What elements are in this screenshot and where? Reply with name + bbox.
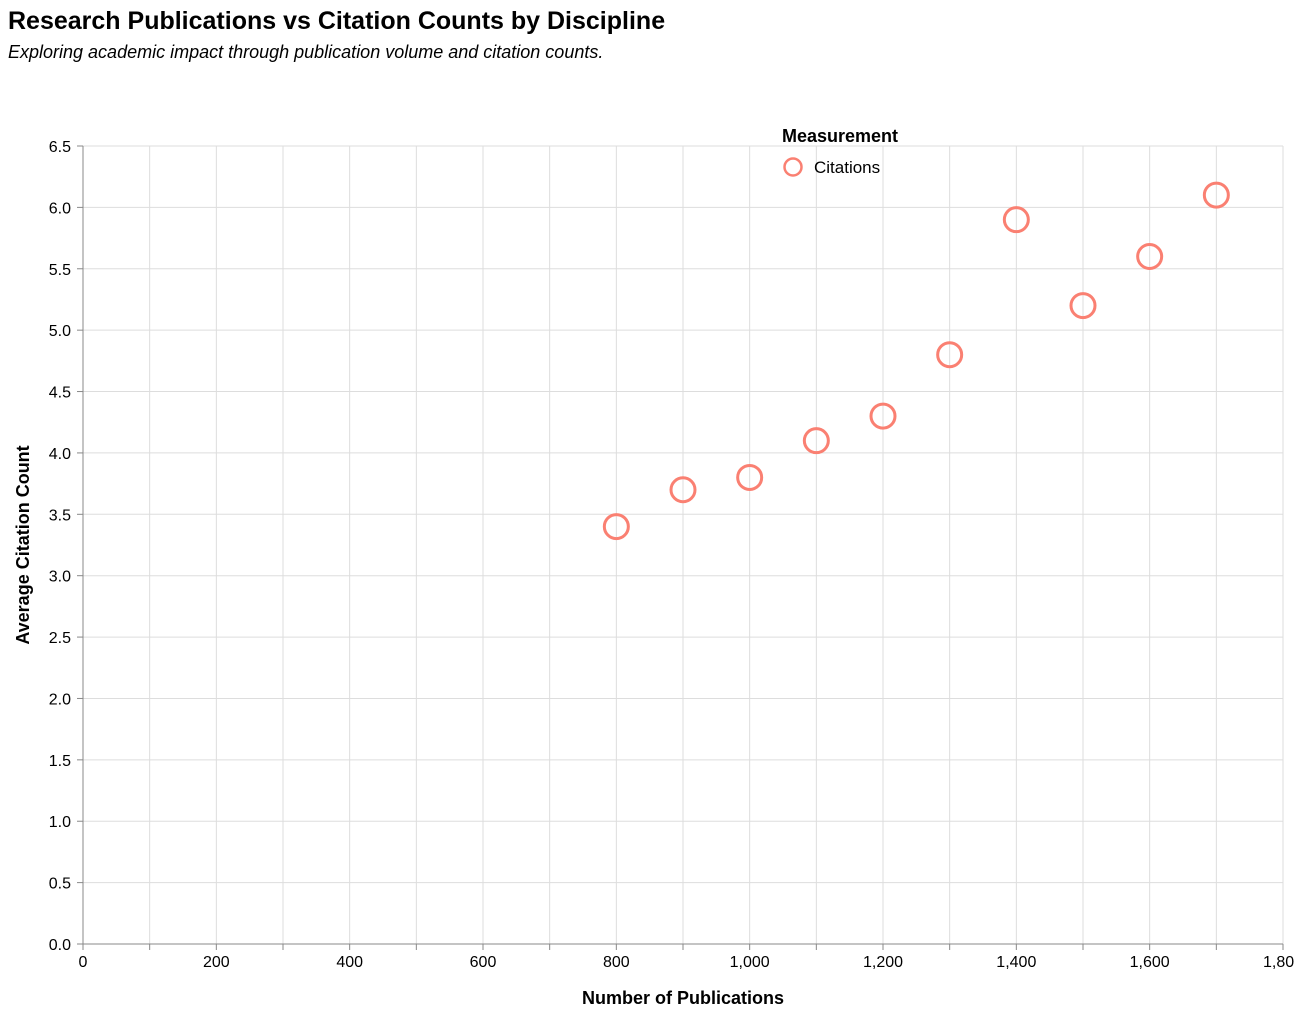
y-tick-label: 2.5 (49, 630, 71, 647)
x-tick-label: 600 (470, 954, 497, 971)
axes: 0 200 400 600 800 1,000 1,200 1,400 1,600 1,800 0.… (49, 139, 1294, 971)
y-tick-label: 5.0 (49, 323, 71, 340)
y-tick-label: 5.5 (49, 262, 71, 279)
x-tick-label: 1,400 (996, 954, 1036, 971)
x-tick-label: 1,600 (1130, 954, 1170, 971)
legend: Measurement Citations (782, 126, 898, 177)
chart-title: Research Publications vs Citation Counts… (8, 7, 666, 35)
grid (82, 145, 1284, 945)
legend-swatch-citations (783, 157, 803, 177)
data-point (1069, 292, 1097, 320)
data-point (669, 476, 697, 504)
y-tick-label: 1.0 (49, 814, 71, 831)
data-point (936, 341, 964, 369)
data-point (1202, 181, 1230, 209)
y-tick-label: 2.0 (49, 691, 71, 708)
x-tick-label: 1,000 (730, 954, 770, 971)
y-tick-label: 3.5 (49, 507, 71, 524)
data-point (1002, 206, 1030, 234)
x-tick-label: 0 (79, 954, 88, 971)
y-tick-label: 3.0 (49, 569, 71, 586)
y-tick-label: 1.5 (49, 753, 71, 770)
chart-subtitle: Exploring academic impact through public… (8, 42, 604, 62)
data-point (1136, 242, 1164, 270)
x-tick-label: 800 (603, 954, 630, 971)
data-points (602, 181, 1230, 541)
y-tick-label: 0.5 (49, 876, 71, 893)
y-tick-label: 4.5 (49, 385, 71, 402)
x-tick-label: 1,200 (863, 954, 903, 971)
x-tick-label: 200 (203, 954, 230, 971)
data-point (602, 513, 630, 541)
data-point (736, 463, 764, 491)
y-tick-label: 0.0 (49, 937, 71, 954)
legend-label-citations: Citations (814, 158, 880, 177)
y-tick-label: 6.0 (49, 200, 71, 217)
x-tick-label: 400 (336, 954, 363, 971)
x-tick-label: 1,800 (1263, 954, 1294, 971)
data-point (869, 402, 897, 430)
legend-title: Measurement (782, 126, 898, 146)
y-axis-title: Average Citation Count (13, 445, 33, 644)
x-axis-title: Number of Publications (582, 988, 784, 1008)
y-tick-label: 4.0 (49, 446, 71, 463)
y-tick-label: 6.5 (49, 139, 71, 156)
data-point (802, 427, 830, 455)
